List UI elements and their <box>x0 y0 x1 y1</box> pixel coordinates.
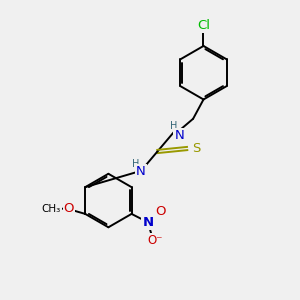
Text: H: H <box>132 159 140 169</box>
Text: O: O <box>155 205 166 218</box>
Text: N: N <box>136 165 146 178</box>
Text: O⁻: O⁻ <box>148 234 163 247</box>
Text: O: O <box>64 202 74 215</box>
Text: N: N <box>174 129 184 142</box>
Text: Cl: Cl <box>197 19 210 32</box>
Text: N: N <box>142 216 154 229</box>
Text: H: H <box>170 121 178 130</box>
Text: CH₃: CH₃ <box>41 204 61 214</box>
Text: S: S <box>193 142 201 155</box>
